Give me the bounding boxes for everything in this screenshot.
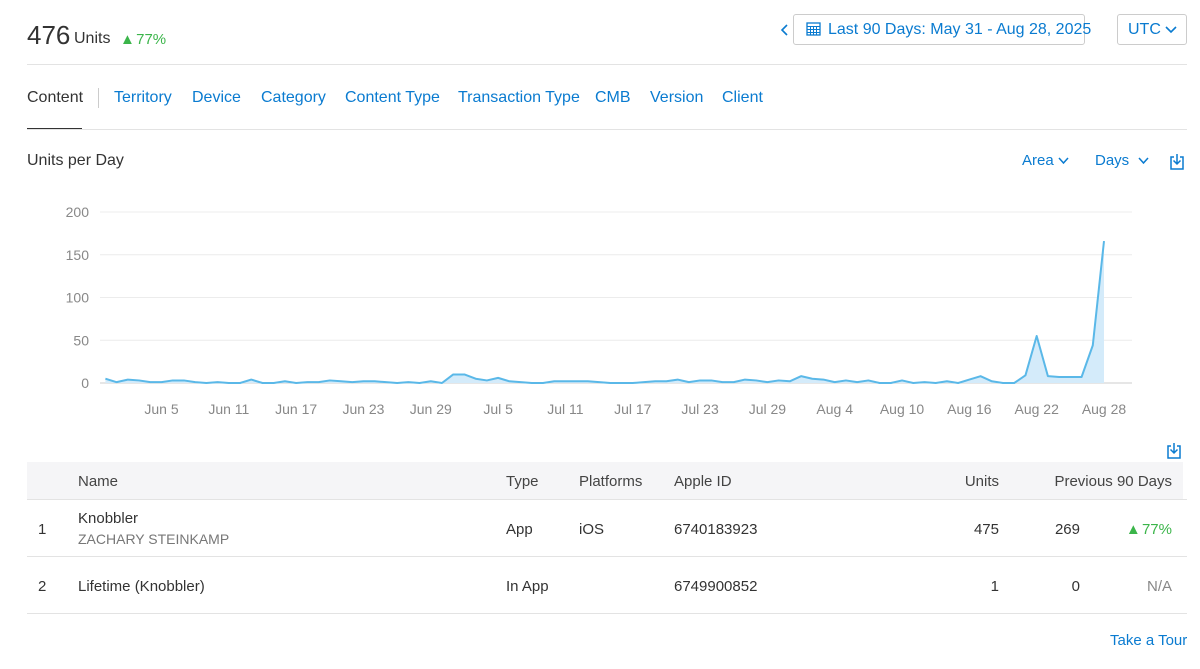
- row-border: [27, 556, 1187, 557]
- total-units: 476: [27, 20, 71, 50]
- chart-period-select[interactable]: Days: [1095, 152, 1149, 169]
- row-previous: 269: [1054, 521, 1080, 538]
- take-tour-link[interactable]: Take a Tour: [1110, 632, 1188, 649]
- x-tick-label: Aug 10: [880, 401, 925, 417]
- tab[interactable]: Client: [722, 89, 763, 106]
- x-tick-label: Jun 11: [208, 401, 249, 417]
- x-tick-label: Jun 29: [410, 401, 452, 417]
- x-tick-label: Aug 4: [816, 401, 853, 417]
- x-tick-label: Jun 17: [275, 401, 317, 417]
- row-change: ▲ 77%: [1125, 521, 1172, 538]
- row-previous: 0: [1071, 578, 1080, 595]
- row-developer: ZACHARY STEINKAMP: [78, 531, 230, 547]
- total-unit-label: Units: [74, 30, 111, 47]
- row-type: In App: [506, 578, 549, 595]
- column-header: Units: [964, 473, 999, 490]
- y-tick-label: 0: [81, 375, 89, 391]
- y-tick-label: 100: [66, 290, 90, 306]
- y-tick-label: 150: [66, 247, 90, 263]
- chevron-down: [1137, 157, 1149, 165]
- chevron-down: [1165, 26, 1177, 34]
- divider: [27, 64, 1187, 65]
- column-header: Platforms: [579, 473, 643, 490]
- tab[interactable]: Content: [27, 89, 84, 106]
- row-units: 1: [990, 578, 999, 595]
- total-change: ▲ 77%: [120, 31, 167, 48]
- row-name: Lifetime (Knobbler): [78, 578, 205, 595]
- chevron-down: [1058, 157, 1069, 165]
- area-line: [105, 240, 1105, 384]
- x-tick-label: Aug 16: [947, 401, 992, 417]
- download-table-button[interactable]: [1166, 442, 1182, 460]
- calendar-icon: [806, 22, 821, 36]
- x-tick-label: Jul 17: [614, 401, 652, 417]
- row-type: App: [506, 521, 533, 538]
- download-chart-button[interactable]: [1169, 153, 1185, 171]
- area-fill: [105, 241, 1104, 383]
- chart: 0 50 100 150 200 Jun 5 Jun 11 Jun 17 Jun 23 Jun 2…: [66, 204, 1132, 417]
- column-header: Name: [78, 473, 119, 490]
- tab[interactable]: Transaction Type: [458, 89, 580, 106]
- row-change: N/A: [1146, 578, 1172, 595]
- x-tick-label: Jun 23: [342, 401, 384, 417]
- row-apple-id: 6749900852: [674, 578, 758, 595]
- chart-period-label: Days: [1095, 152, 1130, 169]
- x-tick-label: Jul 29: [749, 401, 787, 417]
- date-range-label: Last 90 Days: May 31 - Aug 28, 2025: [828, 21, 1092, 38]
- column-header: Apple ID: [674, 473, 732, 490]
- row-apple-id: 6740183923: [674, 521, 758, 538]
- chart-style-label: Area: [1022, 152, 1054, 169]
- divider: [27, 129, 1187, 130]
- table-header: [27, 462, 1183, 499]
- date-range-button[interactable]: Last 90 Days: May 31 - Aug 28, 2025: [793, 14, 1091, 45]
- tab[interactable]: CMB: [595, 89, 631, 106]
- tab[interactable]: Category: [261, 89, 326, 106]
- row-rank: 1: [38, 521, 47, 538]
- chart-title: Units per Day: [27, 152, 124, 169]
- y-tick-label: 200: [66, 204, 90, 220]
- prev-range-button[interactable]: [780, 22, 790, 38]
- tab-separator: [98, 88, 99, 108]
- tab[interactable]: Device: [192, 89, 241, 106]
- row-border: [27, 613, 1187, 614]
- x-tick-label: Jul 11: [547, 401, 584, 417]
- x-tick-label: Jul 5: [483, 401, 513, 417]
- row-platform: iOS: [579, 521, 605, 538]
- column-header: Previous 90 Days: [1054, 473, 1172, 490]
- tab[interactable]: Version: [650, 89, 704, 106]
- column-header: Type: [506, 473, 539, 490]
- row-change-value: 77%: [1141, 521, 1172, 538]
- x-tick-label: Jul 23: [681, 401, 719, 417]
- chart-style-select[interactable]: Area: [1022, 152, 1069, 169]
- tab[interactable]: Content Type: [345, 89, 440, 106]
- y-tick-label: 50: [73, 332, 89, 348]
- total-change-value: 77%: [136, 31, 167, 48]
- row-units: 475: [973, 521, 999, 538]
- row-rank: 2: [38, 578, 47, 595]
- row-border: [27, 499, 1187, 500]
- timezone-select[interactable]: UTC: [1117, 14, 1187, 45]
- tab[interactable]: Territory: [114, 89, 172, 106]
- x-tick-label: Aug 22: [1014, 401, 1059, 417]
- timezone-label: UTC: [1128, 21, 1161, 38]
- row-name: Knobbler: [78, 510, 139, 527]
- x-tick-label: Jun 5: [144, 401, 178, 417]
- x-tick-label: Aug 28: [1082, 401, 1127, 417]
